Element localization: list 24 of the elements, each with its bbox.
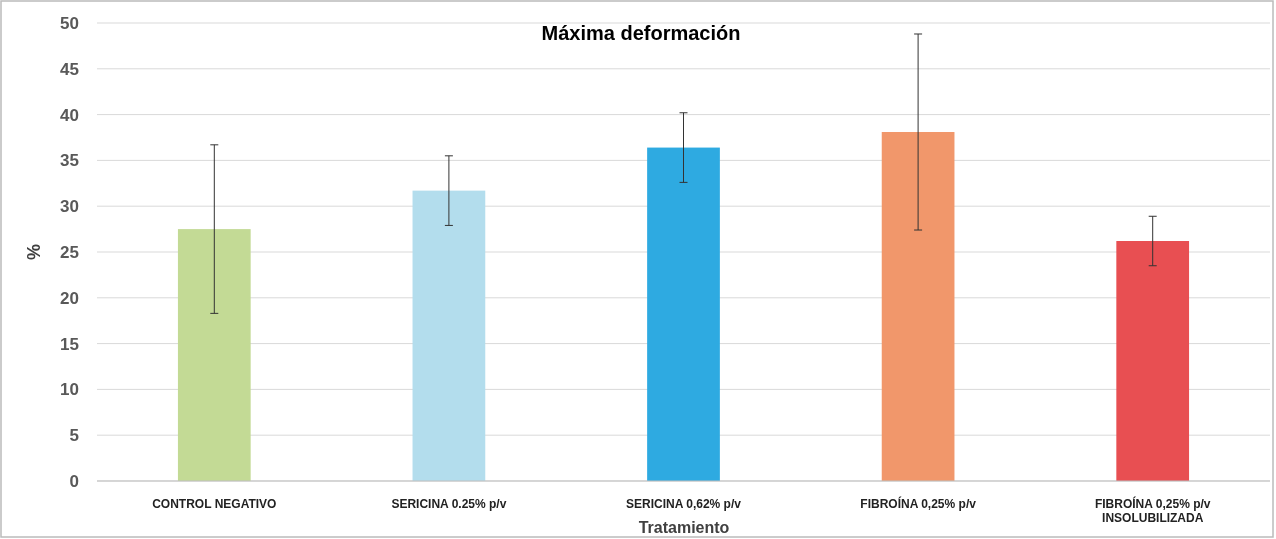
x-tick-label: FIBROÍNA 0,25% p/v [860, 495, 977, 511]
y-tick-label: 30 [60, 197, 79, 217]
x-tick-label: SERICINA 0,62% p/v [626, 496, 742, 511]
x-tick-label: CONTROL NEGATIVO [152, 496, 277, 511]
y-tick-label: 15 [60, 334, 79, 354]
y-tick-label: 50 [60, 13, 79, 33]
x-tick-label: SERICINA 0.25% p/v [391, 496, 507, 511]
y-axis-title: % [24, 243, 44, 261]
y-tick-label: 0 [69, 471, 79, 491]
y-tick-label: 20 [60, 288, 79, 308]
x-axis-title: Tratamiento [638, 519, 730, 536]
y-tick-label: 25 [60, 242, 79, 262]
y-tick-label: 5 [69, 426, 79, 446]
y-tick-label: 40 [60, 105, 79, 125]
bar [177, 229, 251, 481]
bar [1116, 241, 1190, 481]
chart-title: Máxima deformación [541, 22, 741, 44]
bar [881, 132, 955, 481]
y-tick-label: 45 [60, 59, 79, 79]
y-tick-label: 35 [60, 151, 79, 171]
bar [412, 190, 486, 481]
bar [647, 147, 720, 481]
x-tick-label: FIBROÍNA 0,25% p/v INSOLUBILIZADA [1094, 495, 1211, 525]
y-tick-label: 10 [60, 380, 79, 400]
